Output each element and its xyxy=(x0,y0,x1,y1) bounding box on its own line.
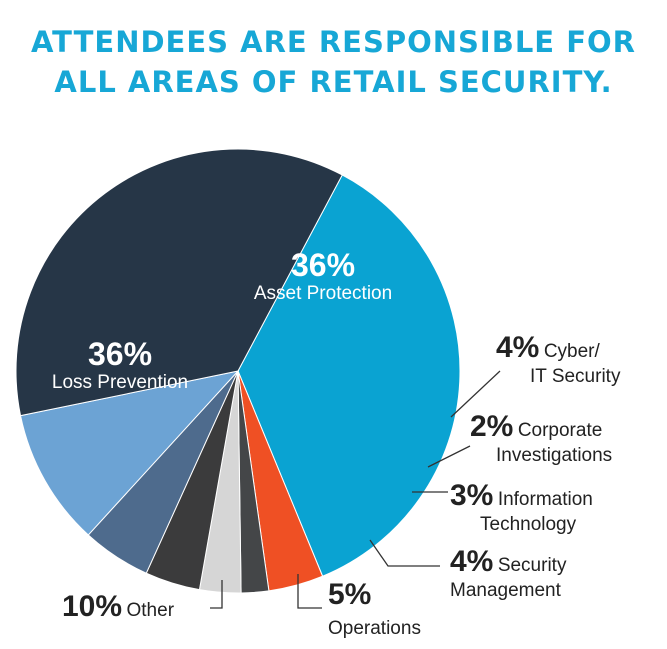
leader-line-corporate xyxy=(427,445,471,468)
leader-line-security-management xyxy=(369,539,440,567)
slice-label-security-management: 4% Security Management xyxy=(450,547,567,604)
slice-pct: 10% xyxy=(62,590,123,623)
slice-name-line-1: Cyber/ xyxy=(543,341,600,362)
slice-label-cyber-security: 4% Cyber/ IT Security xyxy=(496,333,621,390)
slice-label-loss-prevention: 36% Loss Prevention xyxy=(30,337,210,395)
slice-pct: 36% xyxy=(87,336,153,372)
slice-pct: 36% xyxy=(290,247,356,283)
slice-pct: 2% xyxy=(470,410,514,443)
slice-label-corporate-investigations: 2% Corporate Investigations xyxy=(470,412,613,469)
slice-name: Other xyxy=(126,600,175,621)
slice-name-line-2: IT Security xyxy=(530,366,621,387)
slice-name-line-2: Investigations xyxy=(496,445,613,466)
pie-slice-other xyxy=(19,370,240,536)
slice-name: Operations xyxy=(328,618,421,639)
slice-pct: 4% xyxy=(450,545,494,578)
slice-name: Loss Prevention xyxy=(51,372,189,393)
slice-name-line-1: Security xyxy=(497,555,567,576)
leader-line-other xyxy=(210,580,223,609)
chart-title: ATTENDEES ARE RESPONSIBLE FOR ALL AREAS … xyxy=(0,22,667,102)
slice-name-line-2: Technology xyxy=(480,514,577,535)
pie-slice-loss-prevention xyxy=(15,148,343,417)
pie-slice-asset-protection xyxy=(237,174,461,577)
leader-line-cyber xyxy=(450,370,501,418)
slice-pct: 3% xyxy=(450,479,494,512)
chart-title-line-1: ATTENDEES ARE RESPONSIBLE FOR xyxy=(30,25,637,59)
slice-label-other: 10% Other xyxy=(62,590,174,629)
slice-name-line-2: Management xyxy=(450,580,561,601)
slice-label-asset-protection: 36% Asset Protection xyxy=(228,248,418,306)
slice-pct: 5% xyxy=(328,578,372,611)
slice-pct: 4% xyxy=(496,331,540,364)
slice-name: Asset Protection xyxy=(253,283,393,304)
slice-label-information-technology: 3% Information Technology xyxy=(450,481,593,538)
slice-label-operations: 5% Operations xyxy=(328,578,421,642)
slice-name-line-1: Information xyxy=(497,489,593,510)
chart-title-line-2: ALL AREAS OF RETAIL SECURITY. xyxy=(54,65,613,99)
leader-line-operations xyxy=(297,574,322,609)
slice-name-line-1: Corporate xyxy=(517,420,603,441)
